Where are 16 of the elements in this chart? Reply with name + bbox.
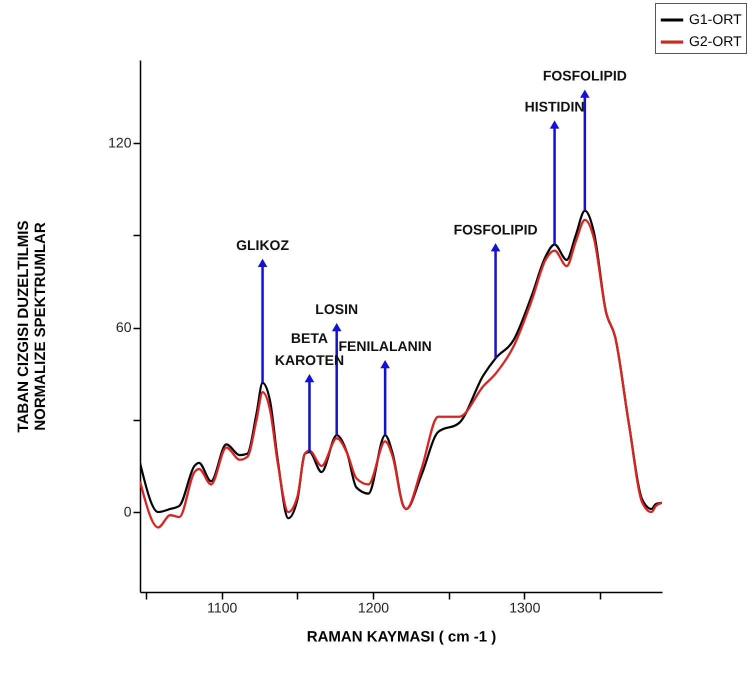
y-tick-label: 60 [116, 319, 132, 336]
x-tick-label: 1100 [207, 600, 238, 616]
legend-label: G1-ORT [689, 11, 742, 27]
y-tick-label: 120 [108, 134, 132, 151]
legend-label: G2-ORT [689, 33, 742, 49]
annotation: FOSFOLIPID [454, 221, 538, 238]
x-tick-label: 1200 [358, 600, 390, 616]
annotation: LOSIN [315, 301, 358, 318]
annotation: FOSFOLIPID [542, 68, 627, 84]
x-tick-label: 1300 [509, 600, 541, 616]
annotation: GLIKOZ [236, 236, 290, 253]
x-axis-title: RAMAN KAYMASI ( cm -1 ) [306, 628, 496, 646]
y-tick-label: 0 [124, 504, 132, 520]
annotation: HISTIDIN [524, 98, 585, 115]
y-axis-title: TABAN CIZGISI DUZELTILMIS NORMALIZE SPEKTRUMLAR [15, 220, 50, 432]
annotation: FENILALANIN [338, 338, 432, 354]
